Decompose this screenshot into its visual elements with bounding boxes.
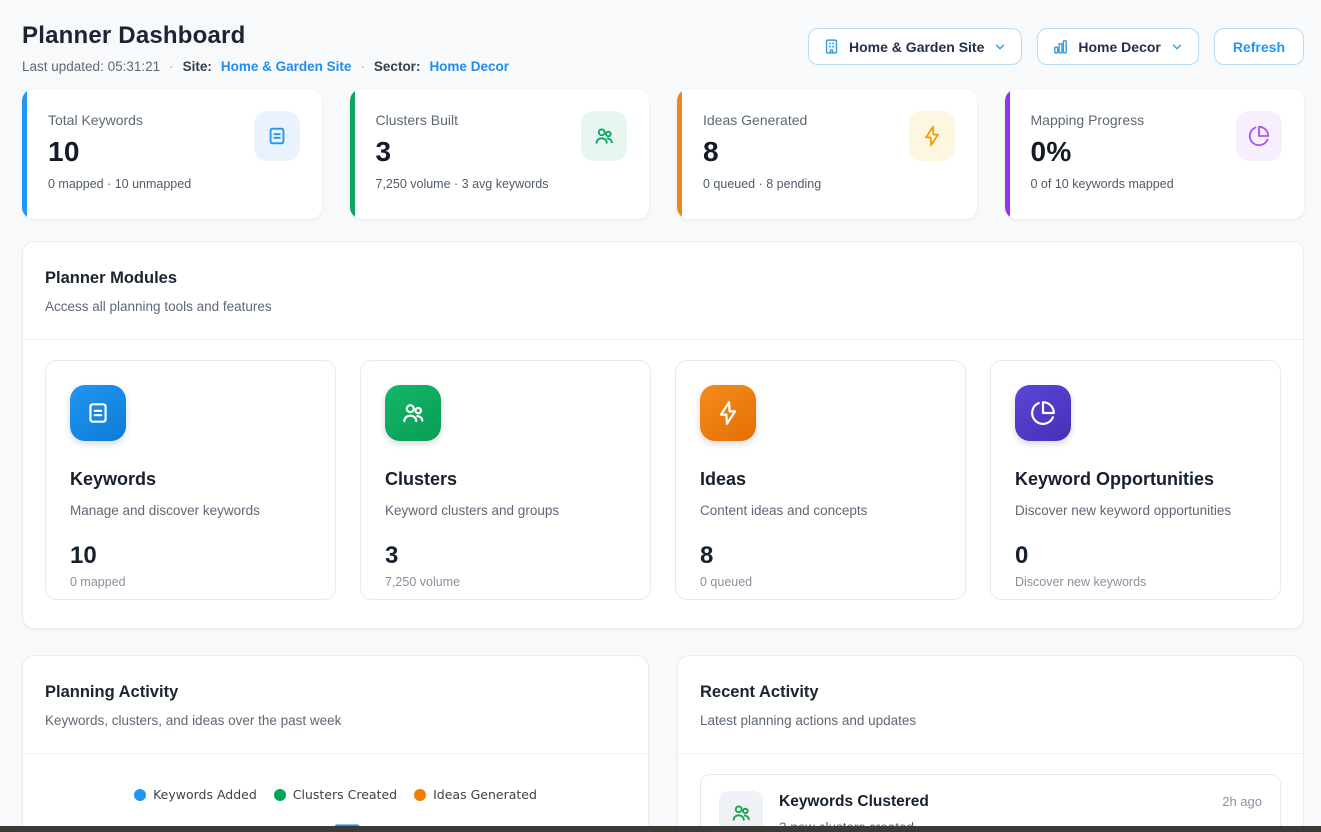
module-subtext: 0 mapped — [70, 575, 311, 589]
divider — [23, 753, 648, 754]
separator-dot: · — [169, 59, 174, 74]
legend-label: Clusters Created — [293, 787, 397, 802]
stat-card-mapping-progress[interactable]: Mapping Progress 0% 0 of 10 keywords map… — [1005, 89, 1305, 219]
module-description: Content ideas and concepts — [700, 503, 941, 518]
stat-subtext: 7,250 volume · 3 avg keywords — [376, 177, 628, 191]
legend-item-keywords-added[interactable]: Keywords Added — [134, 787, 257, 802]
zap-icon — [909, 111, 955, 161]
legend-label: Keywords Added — [153, 787, 257, 802]
activity-item-keywords-clustered[interactable]: Keywords Clustered 3 new clusters create… — [700, 774, 1281, 832]
section-title: Recent Activity — [700, 683, 1281, 702]
module-title: Clusters — [385, 469, 626, 490]
separator-dot: · — [360, 59, 365, 74]
accent-bar — [677, 89, 682, 219]
bottom-row: Planning Activity Keywords, clusters, an… — [22, 655, 1304, 832]
legend-item-clusters-created[interactable]: Clusters Created — [274, 787, 397, 802]
module-subtext: 7,250 volume — [385, 575, 626, 589]
users-icon — [385, 385, 441, 441]
page-title: Planner Dashboard — [22, 22, 509, 50]
recent-activity-header: Recent Activity Latest planning actions … — [678, 656, 1303, 753]
module-subtext: Discover new keywords — [1015, 575, 1256, 589]
module-description: Manage and discover keywords — [70, 503, 311, 518]
site-label: Site: — [183, 59, 212, 74]
module-title: Keywords — [70, 469, 311, 490]
sector-link[interactable]: Home Decor — [429, 59, 509, 74]
sector-label: Sector: — [374, 59, 421, 74]
planning-activity-header: Planning Activity Keywords, clusters, an… — [23, 656, 648, 753]
stats-row: Total Keywords 10 0 mapped · 10 unmapped… — [22, 89, 1304, 219]
section-subtitle: Latest planning actions and updates — [700, 713, 1281, 728]
module-card-keywords[interactable]: Keywords Manage and discover keywords 10… — [45, 360, 336, 600]
module-title: Ideas — [700, 469, 941, 490]
section-subtitle: Keywords, clusters, and ideas over the p… — [45, 713, 626, 728]
chart-legend: Keywords Added Clusters Created Ideas Ge… — [23, 787, 648, 802]
accent-bar — [1005, 89, 1010, 219]
activity-title: Keywords Clustered — [779, 793, 1206, 811]
file-text-icon — [70, 385, 126, 441]
module-value: 8 — [700, 542, 941, 570]
sector-selector-dropdown[interactable]: Home Decor — [1037, 28, 1198, 65]
section-title: Planning Activity — [45, 683, 626, 702]
modules-grid: Keywords Manage and discover keywords 10… — [23, 340, 1303, 628]
module-value: 10 — [70, 542, 311, 570]
stat-subtext: 0 of 10 keywords mapped — [1031, 177, 1283, 191]
bar-chart-icon — [1052, 38, 1069, 55]
site-link[interactable]: Home & Garden Site — [221, 59, 352, 74]
planner-dashboard-page: Planner Dashboard Last updated: 05:31:21… — [0, 0, 1321, 832]
module-card-keyword-opportunities[interactable]: Keyword Opportunities Discover new keywo… — [990, 360, 1281, 600]
stat-card-clusters-built[interactable]: Clusters Built 3 7,250 volume · 3 avg ke… — [350, 89, 650, 219]
module-card-ideas[interactable]: Ideas Content ideas and concepts 8 0 que… — [675, 360, 966, 600]
legend-dot-icon — [274, 789, 286, 801]
sector-selector-label: Home Decor — [1078, 39, 1160, 55]
site-selector-label: Home & Garden Site — [849, 39, 984, 55]
refresh-button[interactable]: Refresh — [1214, 28, 1304, 65]
file-text-icon — [254, 111, 300, 161]
stat-subtext: 0 queued · 8 pending — [703, 177, 955, 191]
legend-dot-icon — [414, 789, 426, 801]
module-value: 3 — [385, 542, 626, 570]
module-subtext: 0 queued — [700, 575, 941, 589]
pie-chart-icon — [1236, 111, 1282, 161]
recent-activity-card: Recent Activity Latest planning actions … — [677, 655, 1304, 832]
chevron-down-icon — [1170, 40, 1184, 54]
section-title: Planner Modules — [45, 269, 1281, 288]
module-value: 0 — [1015, 542, 1256, 570]
module-description: Keyword clusters and groups — [385, 503, 626, 518]
planning-activity-card: Planning Activity Keywords, clusters, an… — [22, 655, 649, 832]
planner-modules-section: Planner Modules Access all planning tool… — [22, 241, 1304, 629]
module-title: Keyword Opportunities — [1015, 469, 1256, 490]
stat-card-total-keywords[interactable]: Total Keywords 10 0 mapped · 10 unmapped — [22, 89, 322, 219]
header-subline: Last updated: 05:31:21 · Site: Home & Ga… — [22, 59, 509, 74]
page-header: Planner Dashboard Last updated: 05:31:21… — [22, 0, 1304, 74]
site-selector-dropdown[interactable]: Home & Garden Site — [808, 28, 1022, 65]
zap-icon — [700, 385, 756, 441]
accent-bar — [350, 89, 355, 219]
legend-item-ideas-generated[interactable]: Ideas Generated — [414, 787, 537, 802]
building-icon — [823, 38, 840, 55]
bottom-edge-bar — [0, 826, 1321, 832]
section-subtitle: Access all planning tools and features — [45, 299, 1281, 314]
legend-dot-icon — [134, 789, 146, 801]
accent-bar — [22, 89, 27, 219]
users-icon — [581, 111, 627, 161]
header-controls: Home & Garden Site Home Decor — [808, 28, 1304, 65]
modules-section-header: Planner Modules Access all planning tool… — [23, 242, 1303, 339]
last-updated-text: Last updated: 05:31:21 — [22, 59, 160, 74]
stat-subtext: 0 mapped · 10 unmapped — [48, 177, 300, 191]
chevron-down-icon — [993, 40, 1007, 54]
module-description: Discover new keyword opportunities — [1015, 503, 1256, 518]
stat-card-ideas-generated[interactable]: Ideas Generated 8 0 queued · 8 pending — [677, 89, 977, 219]
legend-label: Ideas Generated — [433, 787, 537, 802]
header-left: Planner Dashboard Last updated: 05:31:21… — [22, 22, 509, 74]
pie-chart-icon — [1015, 385, 1071, 441]
activity-list: Keywords Clustered 3 new clusters create… — [678, 754, 1303, 832]
module-card-clusters[interactable]: Clusters Keyword clusters and groups 3 7… — [360, 360, 651, 600]
